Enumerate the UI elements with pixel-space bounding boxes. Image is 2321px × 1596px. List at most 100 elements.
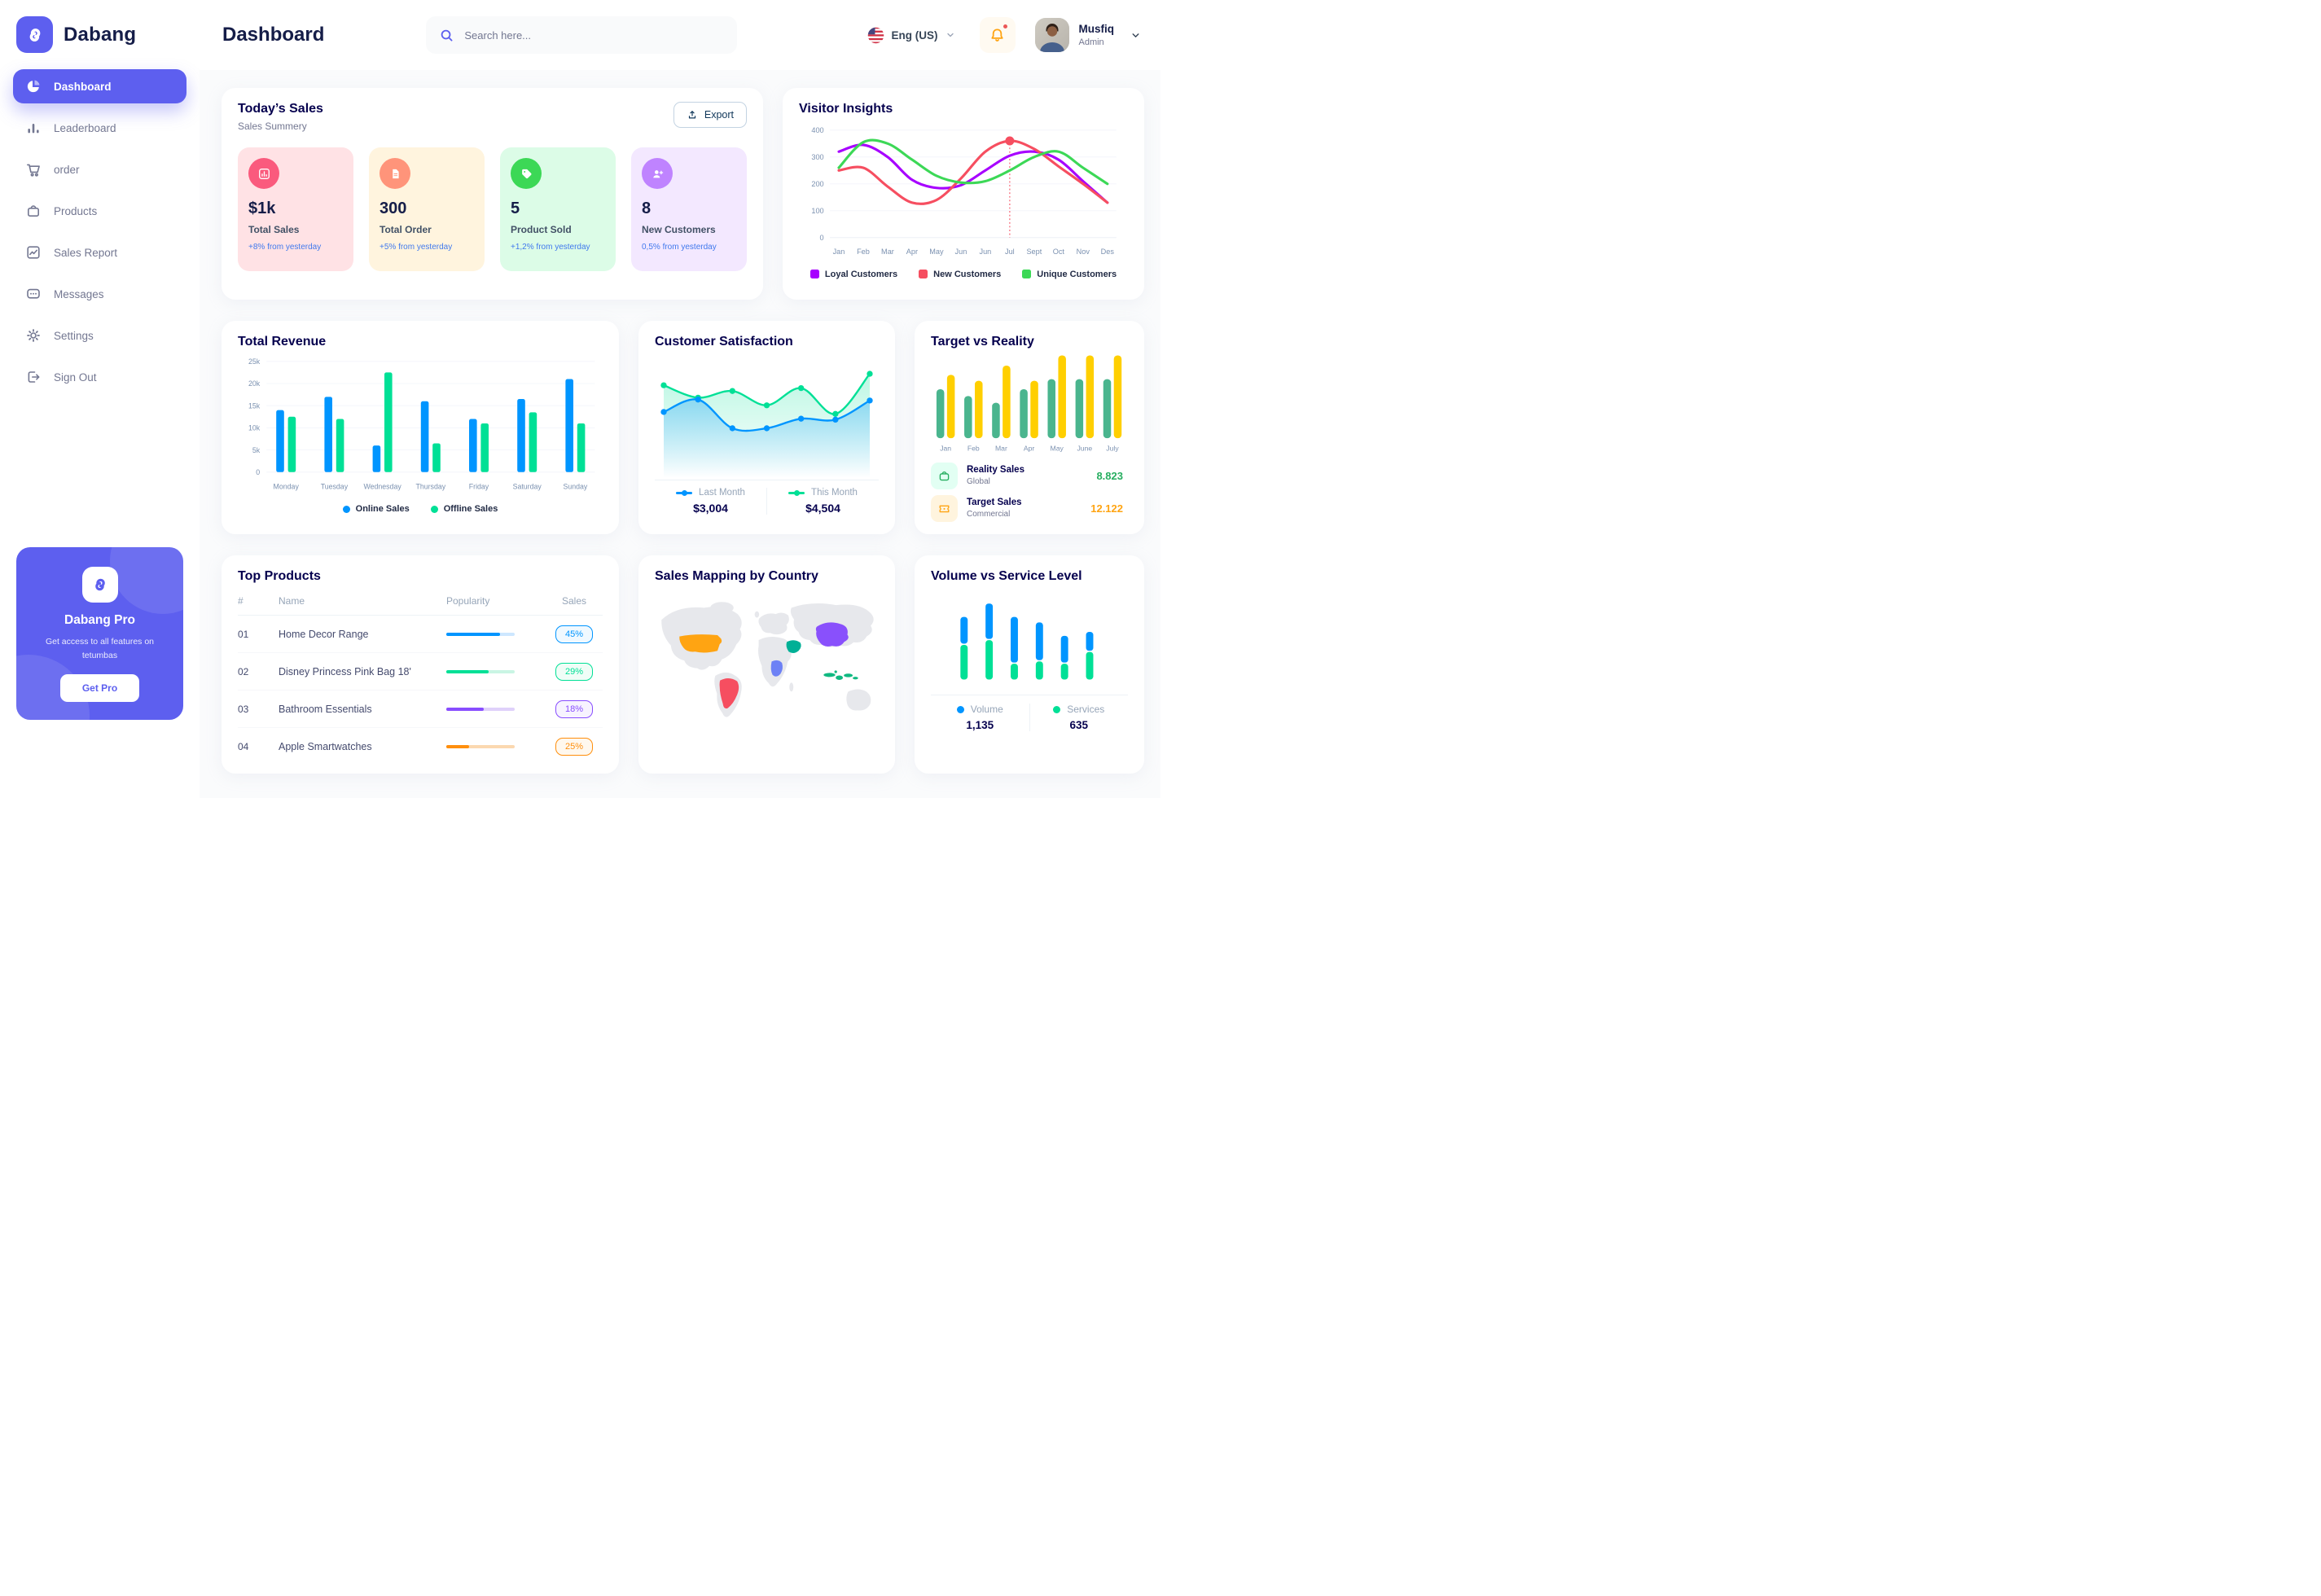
svg-text:Mar: Mar — [881, 248, 894, 256]
popularity-bar — [446, 745, 537, 748]
search-icon — [439, 28, 454, 43]
sidebar-item-settings[interactable]: Settings — [13, 318, 186, 353]
svg-text:Mar: Mar — [995, 445, 1007, 453]
svg-text:400: 400 — [811, 126, 823, 134]
product-name: Apple Smartwatches — [279, 741, 372, 752]
product-name: Bathroom Essentials — [279, 703, 372, 715]
svg-text:Oct: Oct — [1053, 248, 1065, 256]
chevron-down-icon — [1130, 30, 1141, 41]
sales-map-title: Sales Mapping by Country — [655, 569, 818, 583]
sidebar-item-label: Products — [54, 204, 98, 217]
table-row: 04 Apple Smartwatches 25% — [238, 728, 603, 765]
get-pro-button[interactable]: Get Pro — [59, 674, 140, 702]
brand-name: Dabang — [64, 23, 137, 46]
sidebar-item-label: Sales Report — [54, 246, 118, 259]
language-selector[interactable]: Eng (US) — [867, 27, 955, 44]
svg-text:Jan: Jan — [940, 445, 951, 453]
volume-service-title: Volume vs Service Level — [931, 569, 1082, 583]
notifications-button[interactable] — [979, 17, 1016, 53]
svg-text:Saturday: Saturday — [513, 483, 542, 491]
svg-text:Feb: Feb — [857, 248, 870, 256]
svg-text:Wednesday: Wednesday — [363, 483, 401, 491]
visitor-insights-title: Visitor Insights — [799, 102, 893, 116]
sales-badge: 25% — [555, 738, 593, 756]
reality-sales-legend-row: Reality Sales Global 8.823 — [931, 462, 1128, 489]
sign-out-icon — [25, 369, 42, 385]
search-bar[interactable] — [426, 16, 738, 54]
target-sales-value: 12.122 — [1090, 502, 1123, 515]
svg-text:20k: 20k — [248, 379, 261, 388]
sales-badge: 29% — [555, 662, 593, 681]
stat-total-sales: $1k Total Sales +8% from yesterday — [238, 147, 353, 271]
svg-text:10k: 10k — [248, 424, 261, 432]
gear-icon — [25, 327, 42, 344]
sidebar-item-sales-report[interactable]: Sales Report — [13, 235, 186, 270]
svg-text:July: July — [1106, 445, 1119, 453]
popularity-bar — [446, 632, 537, 636]
svg-text:May: May — [929, 248, 944, 256]
target-sales-legend-row: Target Sales Commercial 12.122 — [931, 494, 1128, 522]
pro-title: Dabang Pro — [64, 613, 135, 628]
top-header: Dashboard Eng (US) — [200, 0, 1160, 70]
sidebar-item-label: Settings — [54, 329, 94, 342]
svg-text:Jan: Jan — [833, 248, 845, 256]
search-input[interactable] — [463, 28, 725, 42]
services-value: 635 — [1069, 719, 1089, 732]
sidebar-item-products[interactable]: Products — [13, 194, 186, 228]
cart-icon — [25, 161, 42, 178]
volume-service-chart — [960, 603, 1094, 680]
customer-satisfaction-title: Customer Satisfaction — [655, 335, 793, 349]
sidebar-item-messages[interactable]: Messages — [13, 277, 186, 311]
top-products-title: Top Products — [238, 569, 321, 583]
product-rank: 02 — [238, 665, 249, 677]
sidebar-item-dashboard[interactable]: Dashboard — [13, 69, 186, 103]
reality-sales-value: 8.823 — [1096, 469, 1123, 482]
product-rank: 03 — [238, 703, 249, 715]
svg-text:0: 0 — [820, 234, 824, 242]
pro-upsell-card: Dabang Pro Get access to all features on… — [16, 547, 183, 720]
sidebar: Dabang Dashboard Leaderboard order — [0, 0, 200, 798]
product-name: Home Decor Range — [279, 628, 369, 640]
bar-chart-icon — [248, 158, 279, 189]
customer-satisfaction-chart — [660, 370, 873, 478]
svg-text:5k: 5k — [252, 446, 261, 454]
sidebar-item-label: Messages — [54, 287, 104, 300]
svg-text:Tuesday: Tuesday — [321, 483, 349, 491]
language-label: Eng (US) — [891, 28, 938, 42]
svg-text:Apr: Apr — [1024, 445, 1035, 453]
popularity-bar — [446, 669, 537, 673]
message-icon — [25, 286, 42, 302]
stat-new-customers: 8 New Customers 0,5% from yesterday — [631, 147, 747, 271]
user-role: Admin — [1078, 37, 1104, 47]
visitor-insights-legend: Loyal Customers New Customers Unique Cus… — [799, 270, 1128, 279]
sidebar-item-label: Dashboard — [54, 80, 112, 93]
legend-dot — [1053, 705, 1061, 713]
total-revenue-card: Total Revenue 0 5k 10k 15k 20k 25k Monday Tuesd… — [222, 321, 619, 534]
brand: Dabang — [13, 13, 186, 69]
svg-text:Jul: Jul — [1005, 248, 1015, 256]
page-title: Dashboard — [222, 24, 325, 46]
line-chart-icon — [25, 244, 42, 261]
sidebar-item-sign-out[interactable]: Sign Out — [13, 360, 186, 394]
svg-text:Nov: Nov — [1077, 248, 1090, 256]
visitor-insights-chart: 0 100 200 300 400 Jan Feb Mar Apr May Jun Jun Jul Sep… — [811, 126, 1117, 256]
svg-text:0: 0 — [256, 468, 260, 476]
avatar — [1034, 18, 1069, 52]
profile-menu[interactable]: Musfiq Admin — [1034, 18, 1142, 52]
svg-text:15k: 15k — [248, 401, 261, 410]
sidebar-item-leaderboard[interactable]: Leaderboard — [13, 111, 186, 145]
svg-text:100: 100 — [811, 207, 823, 215]
customer-satisfaction-card: Customer Satisfaction Last Month $3,004 … — [638, 321, 895, 534]
export-button[interactable]: Export — [673, 102, 747, 128]
target-vs-reality-chart: Jan Feb Mar Apr May June July — [936, 355, 1122, 453]
sales-badge: 45% — [555, 625, 593, 643]
product-name: Disney Princess Pink Bag 18' — [279, 665, 411, 677]
legend-dot — [342, 505, 350, 513]
user-plus-icon — [642, 158, 673, 189]
sidebar-item-order[interactable]: order — [13, 152, 186, 186]
pro-logo-icon — [81, 567, 118, 603]
svg-text:Monday: Monday — [274, 483, 300, 491]
app-window: Dabang Dashboard Leaderboard order — [0, 0, 1160, 798]
customer-satisfaction-legend: Last Month $3,004 This Month $4,504 — [655, 488, 879, 515]
total-revenue-chart: 0 5k 10k 15k 20k 25k Monday Tuesday Wednesday Thu… — [248, 357, 595, 491]
